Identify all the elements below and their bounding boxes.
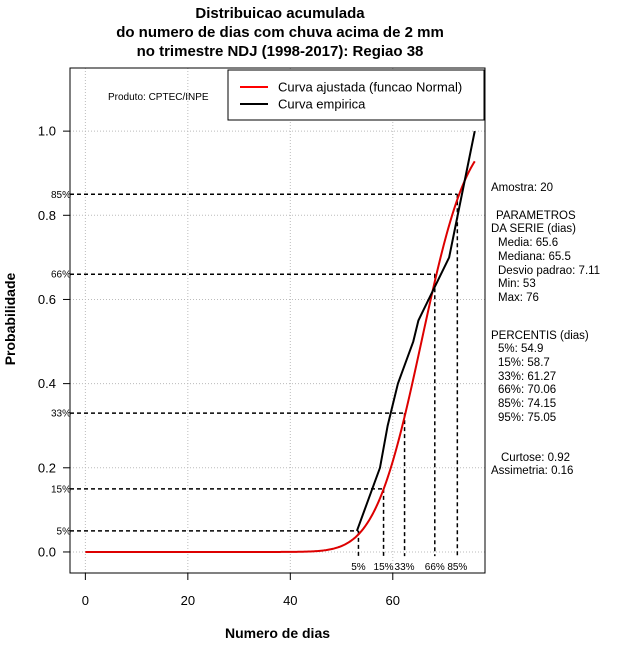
percentile-y-label-4: 85%: [51, 190, 71, 201]
title-line-3: no trimestre NDJ (1998-2017): Regiao 38: [136, 43, 424, 60]
params-header-1: PARAMETROS: [496, 209, 576, 222]
stat-media: Media: 65.6: [498, 237, 559, 250]
title-line-1: Distribuicao acumulada: [195, 5, 365, 22]
statistics-panel: Amostra: 20 PARAMETROS DA SERIE (dias) M…: [491, 182, 600, 479]
y-tick-label-4: 0.8: [38, 208, 56, 223]
percentile-y-label-2: 33%: [51, 409, 71, 420]
y-tick-label-2: 0.4: [38, 376, 56, 391]
stat-p33: 33%: 61.27: [498, 370, 557, 383]
stat-mediana: Mediana: 65.5: [498, 250, 571, 263]
legend-label-1: Curva empirica: [278, 97, 366, 112]
stat-curtose: Curtose: 0.92: [501, 451, 571, 464]
x-tick-label-0: 0: [82, 593, 89, 608]
empirical-curve: [355, 130, 476, 532]
percentile-x-label-1: 15%: [374, 562, 394, 573]
x-tick-label-3: 60: [386, 593, 400, 608]
y-tick-label-0: 0.0: [38, 544, 56, 559]
percentile-y-label-0: 5%: [57, 526, 72, 537]
stat-max: Max: 76: [498, 291, 539, 304]
params-header-2: DA SERIE (dias): [491, 223, 576, 236]
y-tick-label-5: 1.0: [38, 124, 56, 139]
plot-frame: [69, 67, 486, 574]
percentis-header: PERCENTIS (dias): [491, 329, 589, 342]
percentile-x-label-0: 5%: [351, 562, 366, 573]
x-tick-label-2: 40: [283, 593, 297, 608]
producer-credit: Produto: CPTEC/INPE: [108, 92, 209, 103]
y-tick-label-3: 0.6: [38, 292, 56, 307]
title-line-2: do numero de dias com chuva acima de 2 m…: [116, 24, 444, 41]
percentile-y-label-3: 66%: [51, 270, 71, 281]
stat-desvio: Desvio padrao: 7.11: [498, 264, 601, 277]
percentile-x-label-4: 85%: [447, 562, 467, 573]
stat-p5: 5%: 54.9: [498, 343, 544, 356]
chart-title: Distribuicao acumulada do numero de dias…: [0, 4, 560, 61]
x-tick-label-1: 20: [181, 593, 195, 608]
stat-p15: 15%: 58.7: [498, 357, 550, 370]
percentile-y-label-1: 15%: [51, 484, 71, 495]
percentile-x-label-2: 33%: [395, 562, 415, 573]
stat-p95: 95%: 75.05: [498, 411, 557, 424]
y-axis-label: Probabilidade: [2, 272, 18, 366]
stat-min: Min: 53: [498, 278, 536, 291]
fitted-normal-curve: [85, 160, 476, 553]
stat-p66: 66%: 70.06: [498, 384, 557, 397]
stat-p85: 85%: 74.15: [498, 398, 557, 411]
x-axis-label: Numero de dias: [224, 625, 331, 641]
legend-box: [227, 69, 485, 121]
y-tick-label-1: 0.2: [38, 460, 56, 475]
legend-label-0: Curva ajustada (funcao Normal): [278, 80, 462, 95]
percentile-x-label-3: 66%: [425, 562, 445, 573]
sample-size: Amostra: 20: [491, 182, 553, 194]
stat-assimetria: Assimetria: 0.16: [491, 465, 574, 478]
